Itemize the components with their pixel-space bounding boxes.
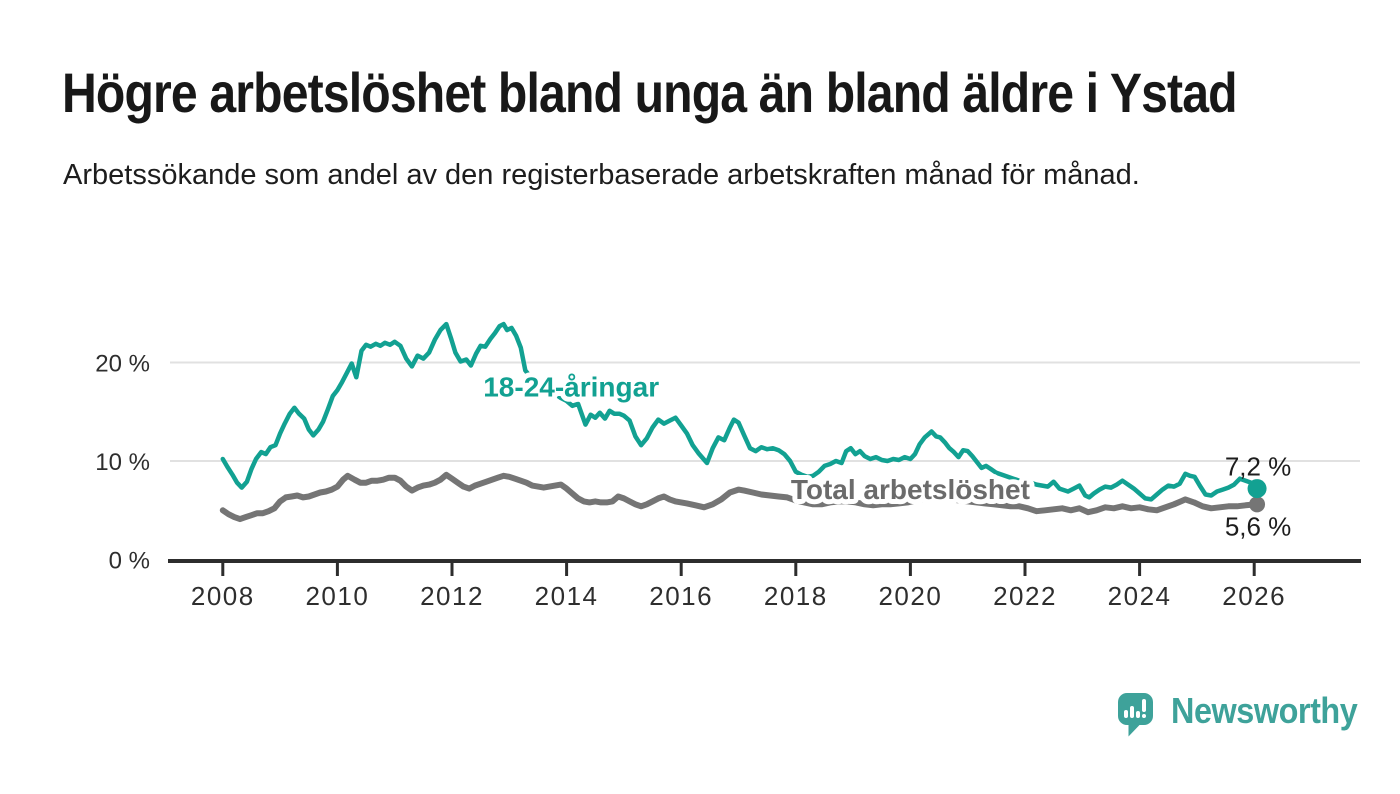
series-end-dot-18-24-ringar: [1247, 479, 1267, 499]
x-axis-label-2020: 2020: [878, 581, 942, 611]
x-axis-label-2014: 2014: [535, 581, 599, 611]
series-line-18-24-ringar: [220, 321, 1260, 502]
series-end-dot-total-arbetsl-shet: [1249, 496, 1266, 513]
x-axis-label-2024: 2024: [1108, 581, 1172, 611]
y-axis-label-0: 0 %: [109, 548, 150, 575]
x-axis-label-2022: 2022: [993, 581, 1057, 611]
annotation-18-24-ringar: 18-24-åringar: [483, 371, 659, 402]
x-axis-label-2008: 2008: [191, 581, 255, 611]
x-axis-label-2016: 2016: [649, 581, 713, 611]
series-end-label-total-arbetsl-shet: 5,6 %: [1225, 511, 1292, 541]
brand-name: Newsworthy: [1171, 690, 1358, 731]
newsworthy-logo-icon: [1118, 693, 1153, 737]
x-axis-label-2010: 2010: [305, 581, 369, 611]
x-axis-label-2012: 2012: [420, 581, 484, 611]
series-line-total-arbetsl-shet: [219, 471, 1261, 523]
annotation-total-arbetsl-shet: Total arbetslöshet: [791, 474, 1030, 505]
brand-footer: Newsworthy: [1118, 688, 1378, 750]
series-end-label-18-24-ringar: 7,2 %: [1225, 452, 1292, 482]
y-axis-label-10: 10 %: [95, 449, 150, 476]
page-subtitle: Arbetssökande som andel av den registerb…: [63, 159, 1140, 191]
y-axis-label-20: 20 %: [95, 351, 150, 378]
x-axis-label-2018: 2018: [764, 581, 828, 611]
x-axis-label-2026: 2026: [1222, 581, 1286, 611]
page-title: Högre arbetslöshet bland unga än bland ä…: [62, 61, 1238, 124]
